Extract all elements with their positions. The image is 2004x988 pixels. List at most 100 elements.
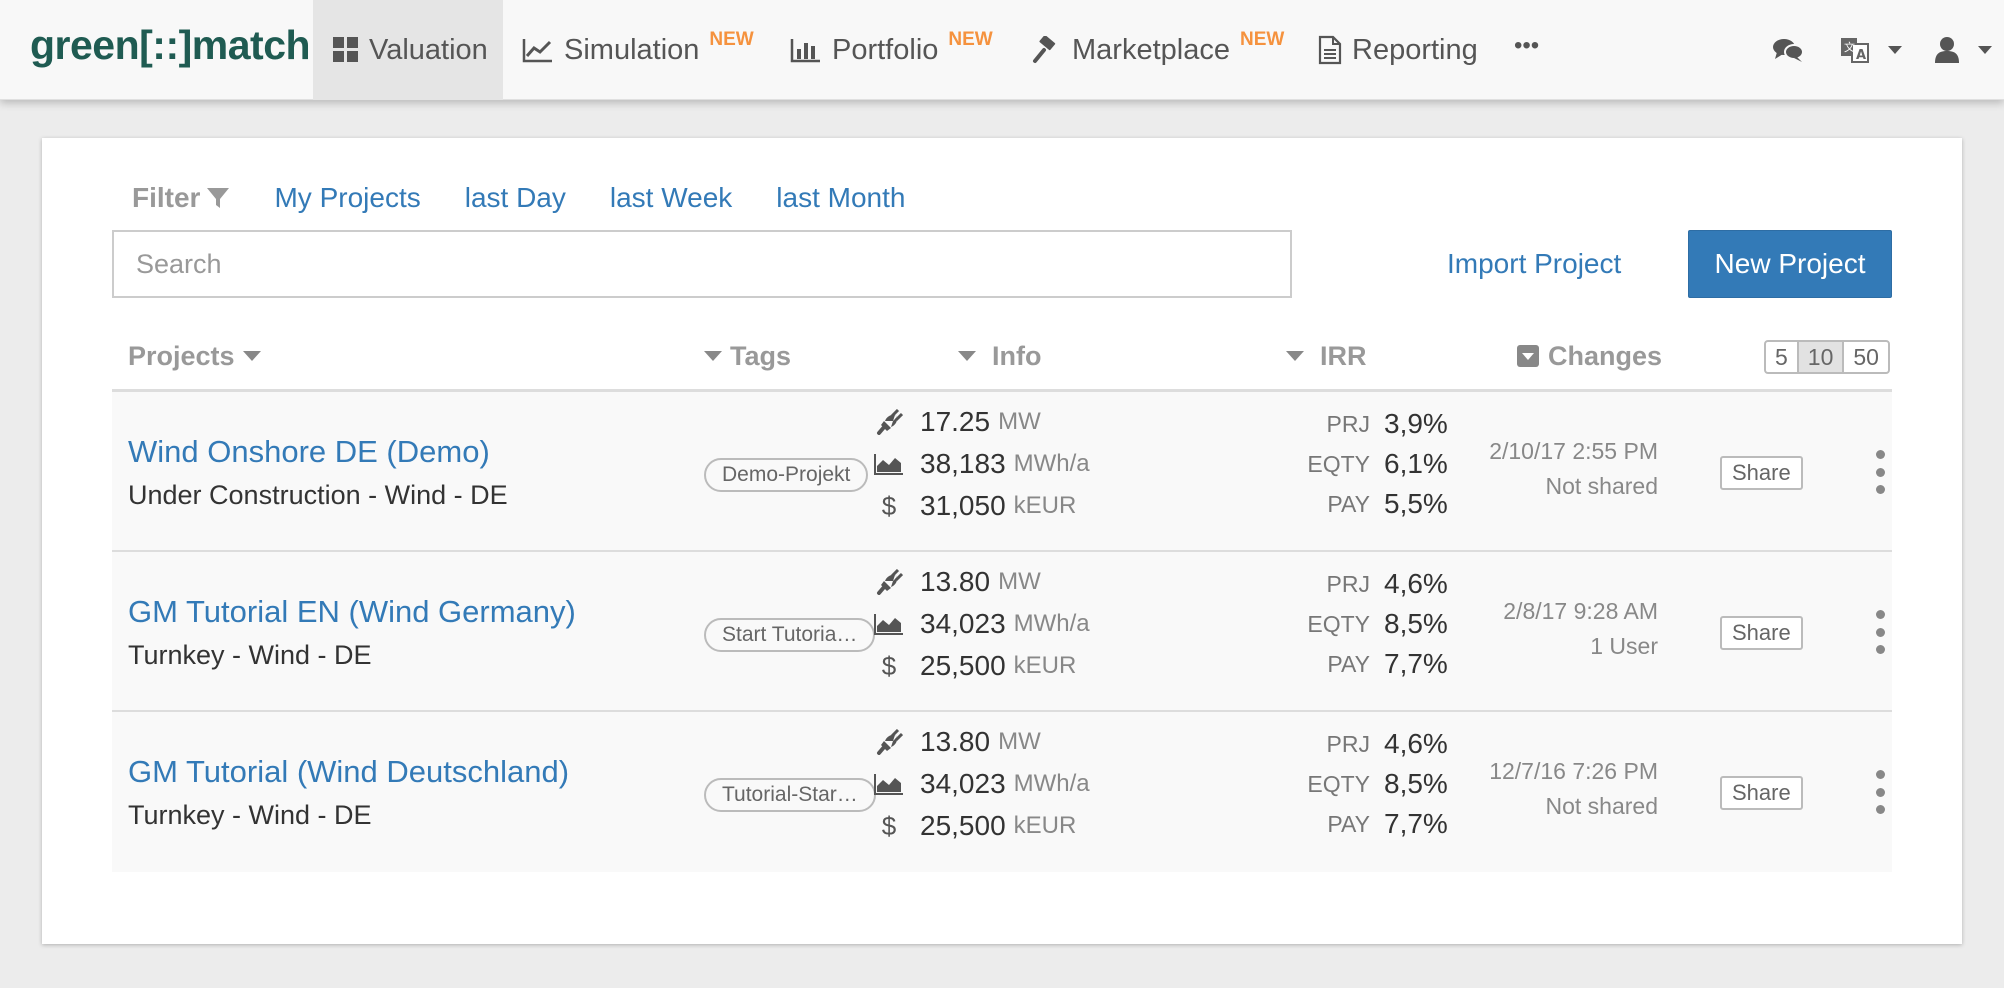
irr-value: 4,6% (1384, 728, 1448, 759)
irr-payback: PAY 7,7% (1260, 644, 1448, 684)
projects-card: Filter My Projects last Day last Week la… (42, 138, 1962, 944)
irr-value: 5,5% (1384, 488, 1448, 519)
info-value: 38,183 (920, 448, 1006, 479)
info-unit: MW (998, 728, 1041, 755)
project-tag[interactable]: Tutorial-Star… (704, 778, 876, 812)
share-status: Not shared (1545, 473, 1658, 499)
sort-caret-icon (242, 351, 261, 361)
irr-equity: EQTY 8,5% (1260, 764, 1447, 804)
col-irr[interactable]: IRR (1286, 320, 1367, 392)
irr-equity: EQTY 6,1% (1260, 444, 1447, 484)
page-size-5[interactable]: 5 (1766, 342, 1799, 372)
page-size-50[interactable]: 50 (1853, 344, 1879, 370)
irr-value: 7,7% (1384, 648, 1448, 679)
table-row[interactable]: GM Tutorial EN (Wind Germany) Turnkey - … (112, 552, 1892, 712)
page-size-10[interactable]: 10 (1798, 342, 1845, 372)
nav-valuation[interactable]: Valuation (313, 0, 503, 100)
svg-text:文: 文 (1844, 40, 1855, 54)
col-irr-label: IRR (1320, 340, 1367, 371)
chat-icon[interactable] (1772, 0, 1814, 100)
info-unit: kEUR (1013, 812, 1077, 839)
project-name-link[interactable]: GM Tutorial (Wind Deutschland) (128, 754, 570, 789)
nav-simulation[interactable]: Simulation NEW (522, 0, 754, 100)
project-tag[interactable]: Demo-Projekt (704, 458, 869, 492)
info-unit: kEUR (1013, 652, 1077, 679)
project-subtitle: Turnkey - Wind - DE (128, 800, 372, 830)
user-glyph (1935, 37, 1959, 63)
irr-value: 7,7% (1384, 808, 1448, 839)
sort-caret-icon (1286, 351, 1304, 361)
nav-label: Reporting (1352, 33, 1478, 66)
info-power: 17.25 MW (872, 402, 1041, 442)
filter-bar: Filter My Projects last Day last Week la… (132, 178, 905, 218)
info-power: 13.80 MW (872, 562, 1041, 602)
greenmatch-logo[interactable]: green[::]match (30, 22, 311, 68)
row-menu-icon[interactable] (1868, 450, 1892, 494)
info-value: 17.25 (920, 406, 991, 437)
more-icon[interactable]: ••• (1514, 0, 1539, 92)
filter-my-projects[interactable]: My Projects (274, 182, 421, 213)
row-menu-icon[interactable] (1868, 610, 1892, 654)
area-chart-icon (872, 773, 906, 795)
search-input[interactable] (112, 230, 1292, 298)
info-capex: $ 25,500 kEUR (872, 806, 1077, 846)
col-projects[interactable]: Projects (128, 320, 261, 392)
chat-bubbles-glyph (1773, 39, 1804, 62)
info-value: 13.80 (920, 566, 991, 597)
dollar-icon: $ (881, 650, 897, 681)
irr-value: 8,5% (1384, 608, 1448, 639)
share-button[interactable]: Share (1720, 456, 1803, 490)
col-info-label: Info (992, 340, 1042, 371)
irr-project: PRJ 4,6% (1260, 724, 1448, 764)
info-value: 34,023 (920, 608, 1006, 639)
grid-icon (333, 37, 358, 62)
col-tags[interactable]: Tags (704, 320, 791, 392)
info-unit: MWh/a (1013, 450, 1090, 477)
irr-label: PRJ (1326, 570, 1370, 597)
nav-marketplace[interactable]: Marketplace NEW (1032, 0, 1284, 100)
info-value: 31,050 (920, 490, 1006, 521)
nav-portfolio[interactable]: Portfolio NEW (790, 0, 993, 100)
import-project-link[interactable]: Import Project (1447, 248, 1622, 279)
info-energy: 34,023 MWh/a (872, 604, 1090, 644)
project-name-link[interactable]: GM Tutorial EN (Wind Germany) (128, 594, 576, 629)
chevron-down-icon (1888, 46, 1902, 54)
filter-last-day[interactable]: last Day (464, 182, 566, 213)
bar-chart-icon (790, 39, 820, 63)
col-changes[interactable]: Changes (1516, 320, 1662, 392)
nav-label: Marketplace (1072, 33, 1230, 66)
col-info[interactable]: Info (958, 320, 1041, 392)
project-tag[interactable]: Start Tutoria… (704, 618, 876, 652)
user-icon[interactable] (1934, 0, 1992, 100)
svg-text:A: A (1856, 48, 1866, 63)
share-button[interactable]: Share (1720, 616, 1803, 650)
info-energy: 38,183 MWh/a (872, 444, 1090, 484)
plug-icon (872, 729, 906, 755)
filter-last-week[interactable]: last Week (609, 182, 733, 213)
share-button[interactable]: Share (1720, 776, 1803, 810)
irr-project: PRJ 4,6% (1260, 564, 1448, 604)
line-chart-icon (522, 39, 552, 63)
irr-project: PRJ 3,9% (1260, 404, 1448, 444)
nav-label: Simulation (564, 33, 700, 66)
info-unit: MWh/a (1013, 610, 1090, 637)
filter-funnel-icon (207, 188, 230, 208)
project-name-link[interactable]: Wind Onshore DE (Demo) (128, 434, 490, 469)
sort-box-icon (1517, 345, 1539, 367)
table-row[interactable]: Wind Onshore DE (Demo) Under Constructio… (112, 392, 1892, 552)
irr-label: EQTY (1307, 610, 1370, 637)
row-menu-icon[interactable] (1868, 770, 1892, 814)
info-capex: $ 31,050 kEUR (872, 486, 1077, 526)
filter-last-month[interactable]: last Month (776, 182, 906, 213)
new-project-button[interactable]: New Project (1688, 230, 1892, 298)
plug-icon (872, 569, 906, 595)
table-row[interactable]: GM Tutorial (Wind Deutschland) Turnkey -… (112, 712, 1892, 872)
irr-label: EQTY (1307, 450, 1370, 477)
nav-reporting[interactable]: Reporting (1318, 0, 1478, 100)
irr-label: PRJ (1326, 730, 1370, 757)
dollar-icon: $ (881, 490, 897, 521)
info-value: 13.80 (920, 726, 991, 757)
info-value: 25,500 (920, 650, 1006, 681)
info-capex: $ 25,500 kEUR (872, 646, 1077, 686)
